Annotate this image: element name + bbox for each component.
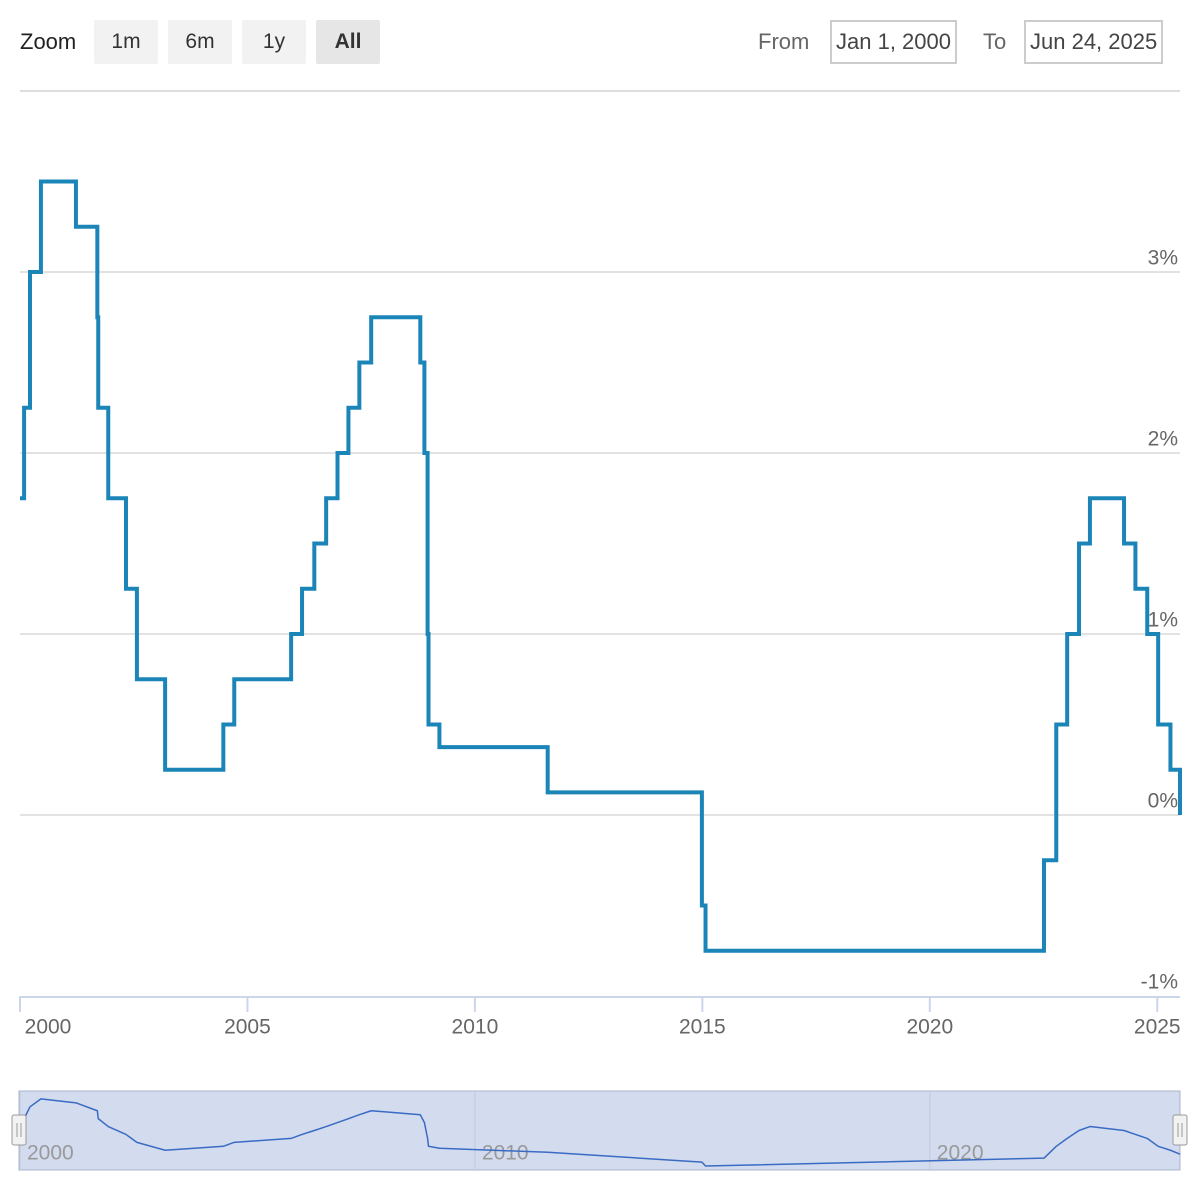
from-date[interactable]: Jan 1, 2000 xyxy=(830,20,957,64)
x-tick-label: 2020 xyxy=(906,1016,953,1039)
y-tick-label: 1% xyxy=(1148,609,1178,632)
from-label: From xyxy=(758,29,810,54)
navigator-line xyxy=(19,1098,1181,1167)
navigator-tick-label: 2020 xyxy=(937,1142,984,1165)
data-line xyxy=(20,179,1182,953)
to-date[interactable]: Jun 24, 2025 xyxy=(1024,20,1164,64)
navigator-tick-label: 2000 xyxy=(27,1142,74,1165)
x-tick-label: 2005 xyxy=(224,1016,271,1039)
zoom-button[interactable]: All xyxy=(316,20,380,64)
zoom-button[interactable]: 1y xyxy=(242,20,306,64)
navigator-tick-label: 2010 xyxy=(482,1142,529,1165)
to-label: To xyxy=(983,29,1007,54)
y-tick-label: 3% xyxy=(1148,247,1178,270)
zoom-button[interactable]: 1m xyxy=(94,20,158,64)
x-tick-label: 2010 xyxy=(452,1016,499,1039)
navigator-mask[interactable] xyxy=(18,1090,1181,1171)
x-tick-label: 2000 xyxy=(25,1016,72,1039)
x-tick-label: 2025 xyxy=(1134,1016,1181,1039)
y-tick-label: 0% xyxy=(1148,790,1178,813)
y-tick-label: -1% xyxy=(1141,971,1178,994)
x-tick-label: 2015 xyxy=(679,1016,726,1039)
y-tick-label: 2% xyxy=(1148,428,1178,451)
zoom-label: Zoom xyxy=(20,29,77,54)
zoom-button[interactable]: 6m xyxy=(168,20,232,64)
navigator-handle[interactable] xyxy=(11,1114,27,1146)
navigator-handle[interactable] xyxy=(1172,1114,1188,1146)
